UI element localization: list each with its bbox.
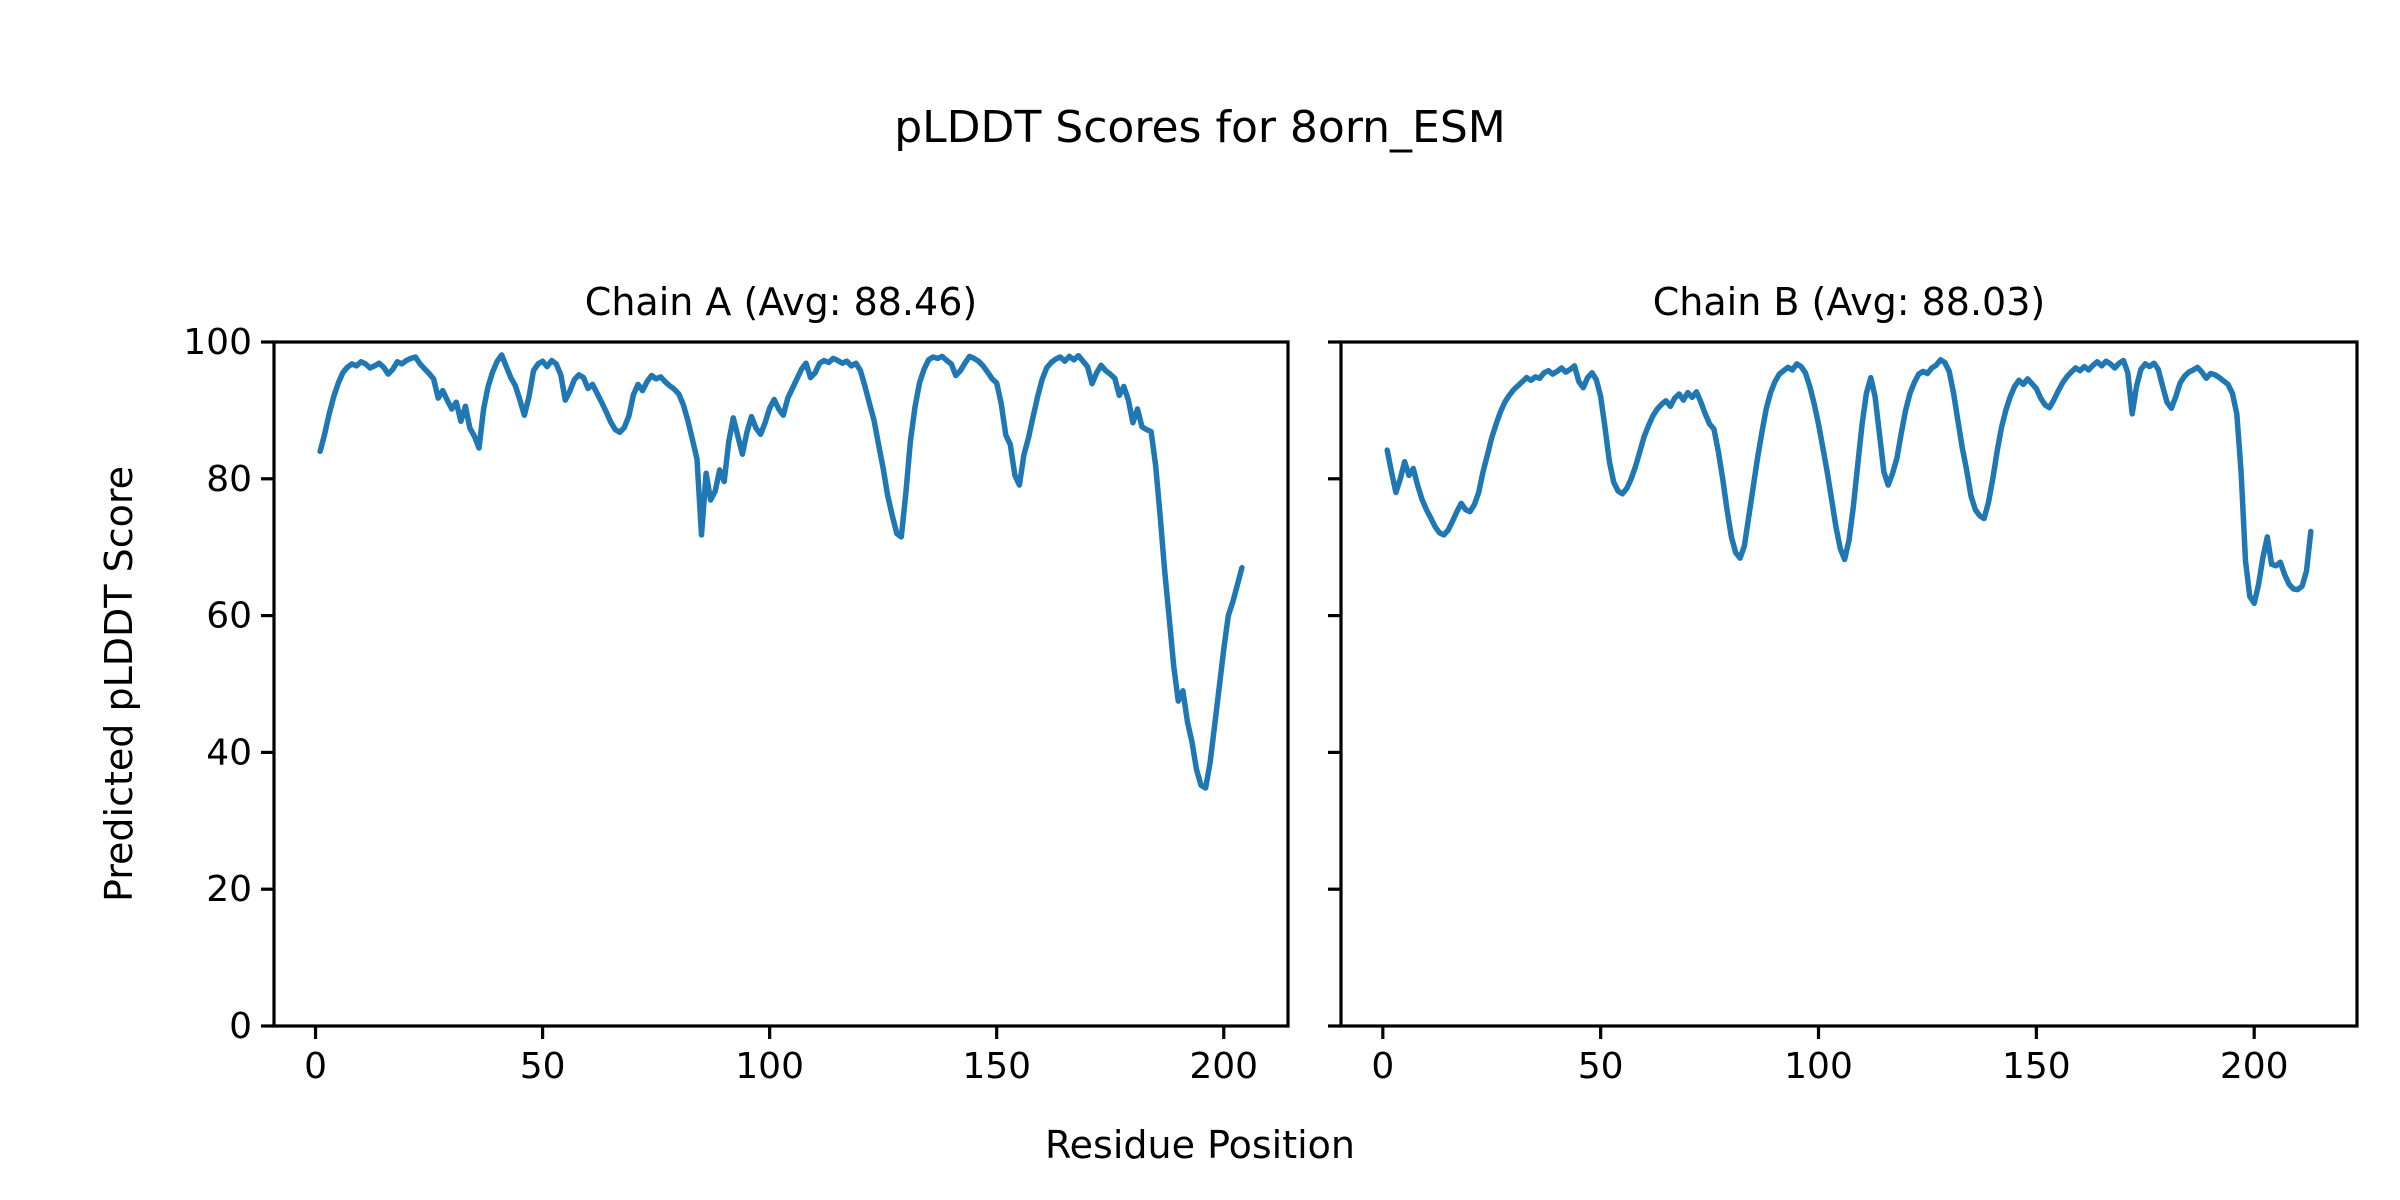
x-axis-label: Residue Position <box>1045 1123 1355 1167</box>
x-tick-label: 200 <box>2220 1046 2289 1087</box>
x-tick-label: 100 <box>735 1046 804 1087</box>
x-tick-label: 50 <box>520 1046 566 1087</box>
chain-a-line-series <box>317 352 1245 791</box>
y-tick-label: 40 <box>206 732 252 773</box>
y-tick-label: 0 <box>229 1006 252 1047</box>
x-tick-label: 0 <box>1371 1046 1394 1087</box>
y-tick-label: 60 <box>206 596 252 637</box>
chain-a-plot: Chain A (Avg: 88.46) 0 50 100 150 200 0 20 40 60… <box>183 280 1290 1087</box>
x-tick-label: 150 <box>962 1046 1031 1087</box>
chain-b-axes-box <box>1339 340 2359 1028</box>
x-tick-label: 200 <box>1189 1046 1258 1087</box>
chain-b-title: Chain B (Avg: 88.03) <box>1653 280 2045 324</box>
plddt-line <box>1384 357 2314 607</box>
y-axis-label: Predicted pLDDT Score <box>97 466 141 902</box>
y-tick-label: 100 <box>183 322 252 363</box>
figure-title: pLDDT Scores for 8orn_ESM <box>894 102 1506 153</box>
x-tick-label: 100 <box>1784 1046 1853 1087</box>
chain-b-ticks: 0 50 100 150 200 <box>1328 340 2289 1087</box>
chain-a-title: Chain A (Avg: 88.46) <box>585 280 977 324</box>
chain-a-ticks: 0 50 100 150 200 0 20 40 60 80 100 <box>183 322 1258 1087</box>
y-tick-label: 20 <box>206 869 252 910</box>
x-tick-label: 0 <box>304 1046 327 1087</box>
chain-b-plot: Chain B (Avg: 88.03) 0 50 100 150 200 <box>1328 280 2359 1087</box>
x-tick-label: 50 <box>1578 1046 1624 1087</box>
chain-a-axes-box <box>272 340 1290 1028</box>
plddt-line <box>317 352 1245 791</box>
y-tick-label: 80 <box>206 459 252 500</box>
x-tick-label: 150 <box>2002 1046 2071 1087</box>
chain-b-line-series <box>1384 357 2314 607</box>
